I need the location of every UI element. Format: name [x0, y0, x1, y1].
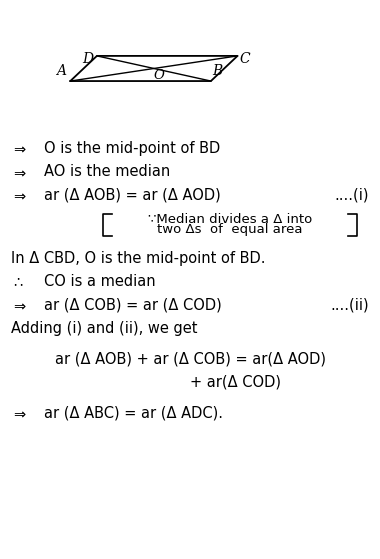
Text: ∵Median divides a Δ into: ∵Median divides a Δ into — [148, 213, 312, 226]
Text: $\Rightarrow$: $\Rightarrow$ — [11, 298, 28, 312]
Text: CO is a median: CO is a median — [44, 274, 155, 289]
Text: ar (Δ ABC) = ar (Δ ADC).: ar (Δ ABC) = ar (Δ ADC). — [44, 405, 223, 420]
Text: $\Rightarrow$: $\Rightarrow$ — [11, 164, 28, 179]
Text: B: B — [213, 64, 223, 78]
Text: D: D — [82, 51, 93, 66]
Text: ar (Δ COB) = ar (Δ COD): ar (Δ COB) = ar (Δ COD) — [44, 298, 222, 312]
Text: C: C — [239, 51, 250, 66]
Text: ....(ii): ....(ii) — [330, 298, 369, 312]
Text: ar (Δ AOB) = ar (Δ AOD): ar (Δ AOB) = ar (Δ AOD) — [44, 188, 220, 202]
Text: $\Rightarrow$: $\Rightarrow$ — [11, 141, 28, 155]
Text: ....(i): ....(i) — [334, 188, 369, 202]
Text: + ar(Δ COD): + ar(Δ COD) — [190, 375, 281, 390]
Text: $\therefore$: $\therefore$ — [11, 274, 25, 289]
Text: AO is the median: AO is the median — [44, 164, 170, 179]
Text: A: A — [56, 64, 66, 78]
Text: O is the mid-point of BD: O is the mid-point of BD — [44, 141, 220, 155]
Text: In Δ CBD, O is the mid-point of BD.: In Δ CBD, O is the mid-point of BD. — [11, 251, 266, 266]
Text: $\Rightarrow$: $\Rightarrow$ — [11, 405, 28, 420]
Text: $\Rightarrow$: $\Rightarrow$ — [11, 188, 28, 202]
Text: O: O — [153, 69, 164, 82]
Text: Adding (i) and (ii), we get: Adding (i) and (ii), we get — [11, 321, 198, 336]
Text: two Δs  of  equal area: two Δs of equal area — [157, 224, 302, 236]
Text: ar (Δ AOB) + ar (Δ COB) = ar(Δ AOD): ar (Δ AOB) + ar (Δ COB) = ar(Δ AOD) — [55, 352, 326, 366]
